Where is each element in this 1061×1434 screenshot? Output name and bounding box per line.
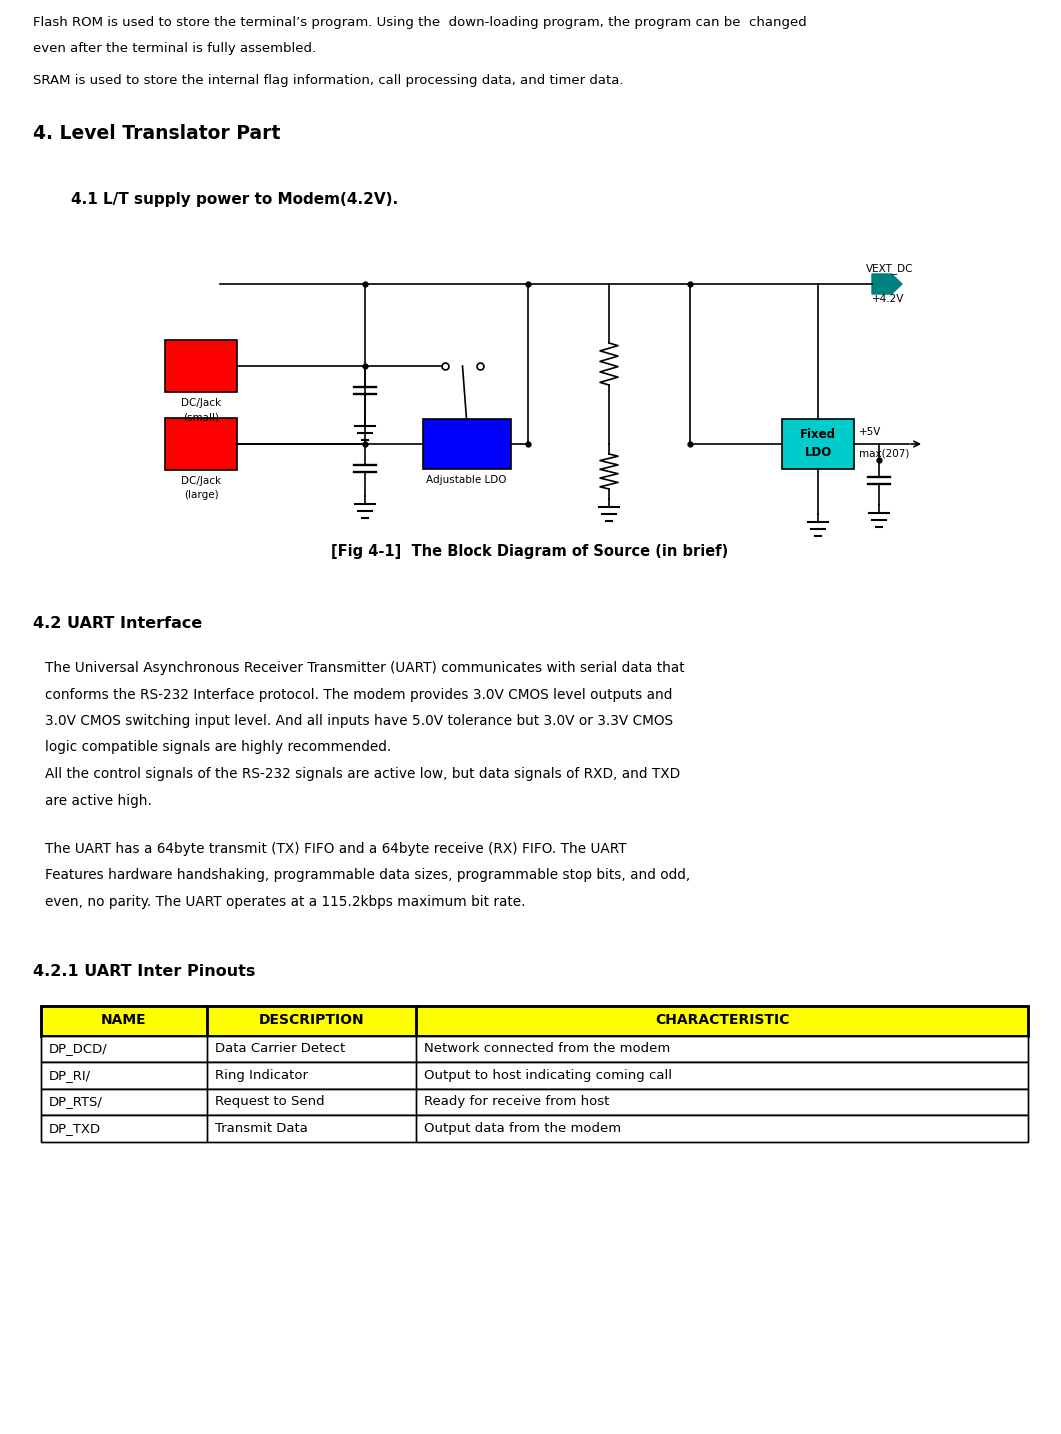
Text: Ring Indicator: Ring Indicator (214, 1068, 308, 1081)
Bar (41, 1116, 1028, 1141)
Bar (41, 1035, 1028, 1063)
Text: max(207): max(207) (859, 449, 909, 459)
Text: +4.2V: +4.2V (872, 294, 904, 304)
Bar (41, 1063, 1028, 1088)
Text: SRAM is used to store the internal flag information, call processing data, and t: SRAM is used to store the internal flag … (33, 75, 624, 87)
Text: Adjustable LDO: Adjustable LDO (427, 475, 507, 485)
Text: Features hardware handshaking, programmable data sizes, programmable stop bits, : Features hardware handshaking, programma… (45, 869, 691, 882)
Text: Request to Send: Request to Send (214, 1096, 325, 1108)
Text: Fixed
LDO: Fixed LDO (800, 429, 836, 459)
Text: conforms the RS-232 Interface protocol. The modem provides 3.0V CMOS level outpu: conforms the RS-232 Interface protocol. … (45, 687, 673, 701)
Bar (782, 419, 854, 469)
Text: Transmit Data: Transmit Data (214, 1121, 308, 1134)
Text: even, no parity. The UART operates at a 115.2kbps maximum bit rate.: even, no parity. The UART operates at a … (45, 895, 525, 909)
Bar (166, 417, 237, 470)
Text: VEXT_DC: VEXT_DC (866, 262, 914, 274)
Bar (41, 1088, 207, 1116)
Bar (207, 1035, 416, 1063)
Text: logic compatible signals are highly recommended.: logic compatible signals are highly reco… (45, 740, 392, 754)
Text: CHARACTERISTIC: CHARACTERISTIC (655, 1014, 789, 1028)
Text: 4. Level Translator Part: 4. Level Translator Part (33, 123, 280, 143)
Bar (41, 1116, 207, 1141)
Text: Output to host indicating coming call: Output to host indicating coming call (424, 1068, 672, 1081)
Text: DP_TXD: DP_TXD (49, 1121, 101, 1134)
Text: DC/Jack
(large): DC/Jack (large) (181, 476, 221, 500)
Bar (422, 419, 510, 469)
Bar (207, 1063, 416, 1088)
Bar (416, 1035, 1028, 1063)
Text: even after the terminal is fully assembled.: even after the terminal is fully assembl… (33, 42, 316, 54)
Text: DC/Jack
(small): DC/Jack (small) (181, 399, 221, 422)
Text: DP_RI/: DP_RI/ (49, 1068, 91, 1081)
Text: 3.0V CMOS switching input level. And all inputs have 5.0V tolerance but 3.0V or : 3.0V CMOS switching input level. And all… (45, 714, 673, 728)
Bar (41, 1005, 1028, 1035)
Bar (207, 1116, 416, 1141)
Bar (41, 1035, 207, 1063)
Text: 4.2.1 UART Inter Pinouts: 4.2.1 UART Inter Pinouts (33, 964, 256, 978)
Text: 4.2 UART Interface: 4.2 UART Interface (33, 617, 203, 631)
Bar (416, 1088, 1028, 1116)
Text: The UART has a 64byte transmit (TX) FIFO and a 64byte receive (RX) FIFO. The UAR: The UART has a 64byte transmit (TX) FIFO… (45, 842, 627, 856)
Text: All the control signals of the RS-232 signals are active low, but data signals o: All the control signals of the RS-232 si… (45, 767, 680, 782)
Text: [Fig 4-1]  The Block Diagram of Source (in brief): [Fig 4-1] The Block Diagram of Source (i… (331, 543, 729, 559)
Text: Data Carrier Detect: Data Carrier Detect (214, 1043, 345, 1055)
Text: DESCRIPTION: DESCRIPTION (259, 1014, 364, 1028)
Bar (166, 340, 237, 391)
Bar (207, 1005, 416, 1035)
Text: The Universal Asynchronous Receiver Transmitter (UART) communicates with serial : The Universal Asynchronous Receiver Tran… (45, 661, 684, 675)
Text: DP_RTS/: DP_RTS/ (49, 1096, 103, 1108)
Bar (41, 1063, 207, 1088)
Bar (416, 1005, 1028, 1035)
Text: Output data from the modem: Output data from the modem (424, 1121, 621, 1134)
Text: +5V: +5V (859, 427, 882, 437)
Text: Ready for receive from host: Ready for receive from host (424, 1096, 609, 1108)
Text: DP_DCD/: DP_DCD/ (49, 1043, 108, 1055)
Text: Network connected from the modem: Network connected from the modem (424, 1043, 671, 1055)
Text: Flash ROM is used to store the terminal’s program. Using the  down-loading progr: Flash ROM is used to store the terminal’… (33, 16, 806, 29)
Bar (207, 1088, 416, 1116)
Text: NAME: NAME (101, 1014, 146, 1028)
Bar (416, 1116, 1028, 1141)
Bar (41, 1088, 1028, 1116)
Text: are active high.: are active high. (45, 793, 152, 807)
Bar (41, 1005, 207, 1035)
Bar (416, 1063, 1028, 1088)
Text: 4.1 L/T supply power to Modem(4.2V).: 4.1 L/T supply power to Modem(4.2V). (71, 192, 398, 206)
Polygon shape (872, 274, 902, 294)
